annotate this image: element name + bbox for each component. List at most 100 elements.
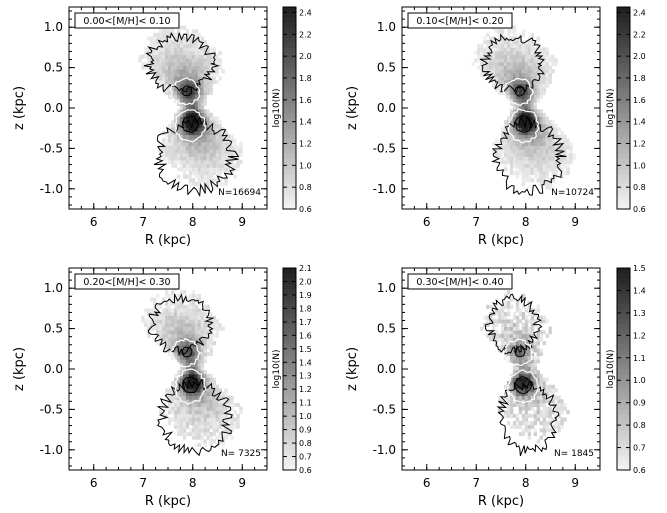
colorbar-tick-label: 2.0 (633, 52, 646, 61)
colorbar-tick-label: 2.0 (299, 277, 312, 286)
y-tick-label: 1.0 (44, 281, 63, 295)
colorbar-tick-label: 0.8 (633, 183, 646, 192)
colorbar-tick-label: 1.4 (633, 286, 646, 295)
colorbar-tick-label: 0.7 (299, 453, 312, 462)
colorbar-tick-label: 1.1 (633, 354, 646, 363)
heatmap-cells (141, 286, 243, 447)
colorbar-tick-label: 0.8 (299, 439, 312, 448)
colorbar-tick-label: 1.0 (633, 161, 646, 170)
y-tick-label: -0.5 (40, 141, 63, 155)
metallicity-label: 0.00<[M/H]< 0.10 (83, 16, 170, 27)
colorbar-tick-label: 1.2 (299, 139, 312, 148)
y-tick-label: 0.5 (44, 61, 63, 75)
panel-3: 6 7 8 9 -1.0 -0.5 0.0 0.5 1.0 R (kpc) z (kpc) 0.20<… (12, 264, 312, 509)
heatmap-cells (138, 25, 243, 190)
n-count-label: N=16694 (218, 188, 261, 198)
x-axis-label: R (kpc) (478, 233, 524, 248)
x-tick-label: 7 (472, 215, 480, 229)
colorbar-tick-label: 0.6 (633, 205, 646, 214)
colorbar-label: log10(N) (272, 350, 282, 389)
x-tick-label: 9 (238, 476, 246, 490)
colorbar-label: log10(N) (606, 89, 616, 128)
colorbar-tick-label: 1.4 (633, 118, 646, 127)
y-tick-label: -1.0 (373, 443, 396, 457)
colorbar-tick-label: 1.4 (299, 358, 312, 367)
panel-4: 6 7 8 9 -1.0 -0.5 0.0 0.5 1.0 R (kpc) z (kpc) 0.30<… (345, 264, 646, 509)
colorbar-tick-label: 1.3 (299, 372, 312, 381)
metallicity-box (74, 273, 180, 290)
colorbar-tick-label: 2.2 (633, 30, 646, 39)
x-tick-label: 6 (90, 215, 98, 229)
colorbar-tick-label: 1.8 (299, 74, 312, 83)
colorbar-tick-label: 1.2 (633, 139, 646, 148)
colorbar-tick-label: 1.0 (633, 376, 646, 385)
n-count-label: N=10724 (551, 188, 594, 198)
colorbar-tick-label: 0.6 (633, 466, 646, 475)
n-count-label: N= 1845 (554, 449, 594, 459)
colorbar-tick-label: 1.9 (299, 291, 312, 300)
colorbar-label: log10(N) (272, 89, 282, 128)
metallicity-label: 0.30<[M/H]< 0.40 (416, 277, 503, 288)
contour-lines (484, 293, 560, 457)
y-axis-label: z (kpc) (345, 86, 360, 130)
colorbar-tick-label: 1.6 (299, 331, 312, 340)
heatmap-cells (471, 25, 576, 190)
colorbar-tick-label: 1.4 (299, 118, 312, 127)
colorbar-tick-label: 1.2 (633, 331, 646, 340)
y-tick-label: 0.5 (377, 61, 396, 75)
y-tick-label: -1.0 (40, 443, 63, 457)
y-tick-label: -1.0 (373, 182, 396, 196)
colorbar-tick-label: 0.6 (299, 466, 312, 475)
colorbar-tick-label: 1.1 (299, 399, 312, 408)
colorbar-tick-label: 1.8 (299, 304, 312, 313)
y-tick-label: -0.5 (373, 141, 396, 155)
x-tick-label: 9 (238, 215, 246, 229)
x-tick-label: 8 (189, 215, 197, 229)
colorbar-tick-label: 1.6 (299, 96, 312, 105)
colorbar-tick-label: 0.9 (299, 426, 312, 435)
panel-2: 6 7 8 9 -1.0 -0.5 0.0 0.5 1.0 R (kpc) z (kpc) 0.10<… (345, 6, 646, 248)
y-tick-label: -0.5 (40, 402, 63, 416)
y-tick-label: 0.0 (44, 101, 63, 115)
colorbar-tick-label: 2.2 (299, 30, 312, 39)
x-tick-label: 7 (472, 476, 480, 490)
x-axis-label: R (kpc) (145, 233, 191, 248)
x-axis-label: R (kpc) (478, 494, 524, 509)
contour-lines (479, 33, 567, 196)
colorbar-tick-label: 2.1 (299, 264, 312, 273)
metallicity-box (407, 12, 513, 29)
y-tick-label: 1.0 (44, 20, 63, 34)
contour-lines (147, 292, 233, 457)
y-axis-label: z (kpc) (345, 347, 360, 391)
colorbar-tick-label: 1.5 (299, 345, 312, 354)
colorbar-tick-label: 1.3 (633, 309, 646, 318)
x-tick-label: 8 (522, 215, 530, 229)
x-tick-label: 6 (90, 476, 98, 490)
y-tick-label: 1.0 (377, 281, 396, 295)
x-tick-label: 9 (571, 215, 579, 229)
metallicity-label: 0.20<[M/H]< 0.30 (83, 277, 170, 288)
colorbar-tick-label: 1.7 (299, 318, 312, 327)
y-tick-label: 0.0 (44, 362, 63, 376)
colorbar-tick-label: 1.8 (633, 74, 646, 83)
x-tick-label: 9 (571, 476, 579, 490)
x-tick-label: 6 (423, 476, 431, 490)
x-tick-label: 8 (189, 476, 197, 490)
x-tick-label: 7 (139, 476, 147, 490)
colorbar: 0.6 0.7 0.8 0.9 1.0 1.1 1.2 1.3 1.4 1.5 log10(N) (606, 264, 646, 475)
colorbar-tick-label: 0.8 (633, 421, 646, 430)
colorbar-label: log10(N) (606, 350, 616, 389)
colorbar-tick-label: 2.4 (633, 8, 646, 17)
metallicity-box (407, 273, 513, 290)
colorbar-tick-label: 0.7 (633, 444, 646, 453)
x-tick-label: 8 (522, 476, 530, 490)
colorbar-tick-label: 1.0 (299, 161, 312, 170)
y-tick-label: 0.5 (377, 322, 396, 336)
colorbar: 0.6 0.7 0.8 0.9 1.0 1.1 1.2 1.3 1.4 1.5 1.6 1.7 1.8 1… (272, 264, 312, 475)
y-axis-label: z (kpc) (12, 86, 27, 130)
y-tick-label: 0.0 (377, 362, 396, 376)
colorbar-tick-label: 0.8 (299, 183, 312, 192)
contour-lines (143, 31, 240, 198)
x-tick-label: 7 (139, 215, 147, 229)
